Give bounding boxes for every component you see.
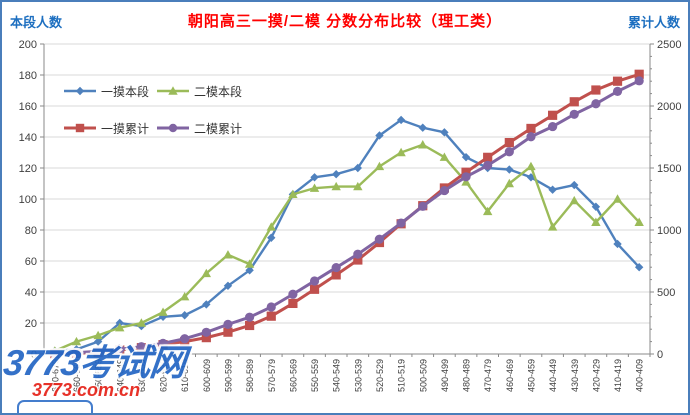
svg-text:1000: 1000 <box>657 225 681 237</box>
svg-text:600-609: 600-609 <box>202 359 212 392</box>
svg-text:160: 160 <box>19 101 37 113</box>
svg-text:140: 140 <box>19 132 37 144</box>
svg-text:670-679: 670-679 <box>50 359 60 392</box>
svg-text:100: 100 <box>19 194 37 206</box>
svg-text:450-459: 450-459 <box>526 359 536 392</box>
svg-text:420-429: 420-429 <box>591 359 601 392</box>
svg-text:180: 180 <box>19 70 37 82</box>
svg-text:660-669: 660-669 <box>72 359 82 392</box>
svg-text:480-489: 480-489 <box>462 359 472 392</box>
svg-text:490-499: 490-499 <box>440 359 450 392</box>
chart-title: 朝阳高三一摸/二模 分数分布比较（理工类） <box>187 13 503 30</box>
svg-text:580-589: 580-589 <box>245 359 255 392</box>
legend-marker-diamond <box>64 86 96 96</box>
legend-item-1: 二模本段 <box>157 82 242 100</box>
watermark-url: 3773.com.cn <box>32 380 141 400</box>
svg-text:570-579: 570-579 <box>267 359 277 392</box>
svg-text:60: 60 <box>25 256 37 268</box>
svg-text:2500: 2500 <box>657 39 681 51</box>
right-axis-title: 累计人数 <box>627 15 680 30</box>
svg-text:440-449: 440-449 <box>548 359 558 392</box>
svg-text:530-539: 530-539 <box>353 359 363 392</box>
svg-text:610-619: 610-619 <box>180 359 190 392</box>
legend-item-0: 一摸本段 <box>64 82 149 100</box>
legend-marker-triangle <box>157 86 189 95</box>
svg-text:0: 0 <box>31 349 37 361</box>
svg-text:1500: 1500 <box>657 163 681 175</box>
svg-text:640-649: 640-649 <box>115 359 125 392</box>
svg-text:510-519: 510-519 <box>397 359 407 392</box>
svg-text:500: 500 <box>657 287 675 299</box>
legend-marker-circle <box>157 123 189 133</box>
svg-text:430-439: 430-439 <box>570 359 580 392</box>
svg-text:410-419: 410-419 <box>613 359 623 392</box>
svg-text:2000: 2000 <box>657 101 681 113</box>
svg-text:590-599: 590-599 <box>223 359 233 392</box>
svg-text:560-569: 560-569 <box>288 359 298 392</box>
left-axis-title: 本段人数 <box>10 15 63 30</box>
svg-text:460-469: 460-469 <box>505 359 515 392</box>
svg-text:200: 200 <box>19 39 37 51</box>
svg-text:500-509: 500-509 <box>418 359 428 392</box>
svg-text:540-549: 540-549 <box>332 359 342 392</box>
legend-label: 一摸累计 <box>101 121 150 136</box>
svg-text:40: 40 <box>25 287 37 299</box>
svg-text:0: 0 <box>657 349 663 361</box>
legend-label: 二模累计 <box>194 121 243 136</box>
svg-text:20: 20 <box>25 318 37 330</box>
legend-marker-square <box>64 123 96 133</box>
watermark-logo-box <box>17 400 93 413</box>
svg-text:650-659: 650-659 <box>94 359 104 392</box>
svg-text:80: 80 <box>25 225 37 237</box>
legend-label: 二模本段 <box>194 84 243 99</box>
svg-text:630-639: 630-639 <box>137 359 147 392</box>
legend-item-3: 二模累计 <box>157 119 242 137</box>
legend-label: 一摸本段 <box>101 84 150 99</box>
svg-text:470-479: 470-479 <box>483 359 493 392</box>
watermark-text: 3773考试网 <box>1 342 187 383</box>
svg-text:120: 120 <box>19 163 37 175</box>
svg-text:520-529: 520-529 <box>375 359 385 392</box>
svg-text:550-559: 550-559 <box>310 359 320 392</box>
svg-text:400-409: 400-409 <box>635 359 645 392</box>
svg-text:620-629: 620-629 <box>159 359 169 392</box>
legend-item-2: 一摸累计 <box>64 119 149 137</box>
